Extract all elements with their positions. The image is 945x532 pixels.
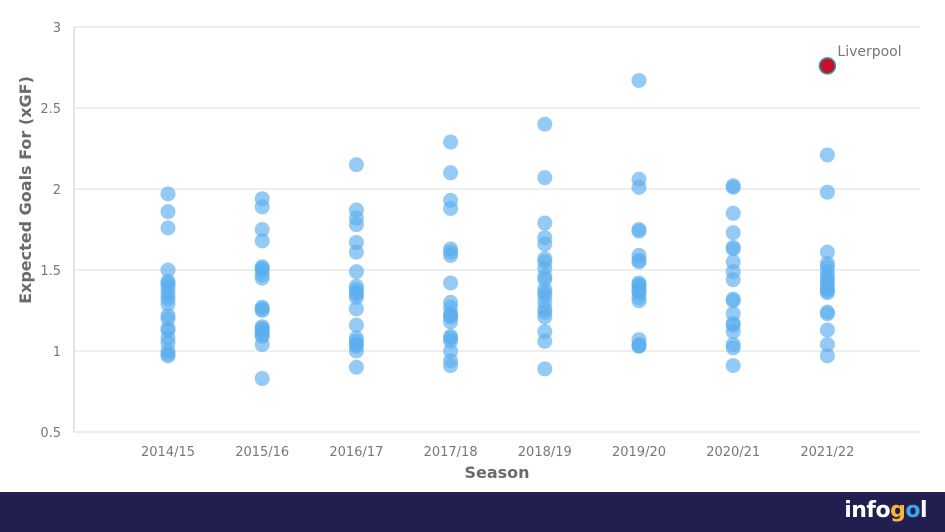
data-point	[348, 317, 364, 333]
data-point	[819, 244, 835, 260]
data-point	[443, 247, 459, 263]
x-tick-label: 2018/19	[518, 445, 572, 460]
data-point	[254, 233, 270, 249]
data-point	[254, 270, 270, 286]
data-point	[160, 262, 176, 278]
gridlines	[73, 26, 920, 433]
infogol-logo: infogol	[844, 498, 927, 523]
data-point	[725, 293, 741, 309]
data-point	[443, 275, 459, 291]
data-point	[254, 199, 270, 215]
y-tick-label: 2	[53, 183, 61, 198]
data-point	[725, 272, 741, 288]
data-point	[819, 348, 835, 364]
data-point	[819, 306, 835, 322]
data-point	[254, 222, 270, 237]
x-tick-label: 2014/15	[141, 445, 195, 460]
y-tick-label: 1.5	[40, 264, 61, 279]
y-tick-labels: 0.5 1 1.5 2 2.5 3	[40, 21, 61, 441]
data-point	[254, 303, 270, 318]
data-point	[348, 359, 364, 375]
scatter-chart: 0.5 1 1.5 2 2.5 3 2014/15 2015/16 2016/17 2017/1…	[16, 21, 920, 482]
data-point	[254, 337, 270, 353]
data-point	[160, 186, 176, 202]
y-axis-label: Expected Goals For (xGF)	[16, 76, 35, 304]
data-point	[537, 116, 553, 132]
data-point	[819, 322, 835, 338]
y-tick-label: 0.5	[40, 426, 61, 441]
data-point	[443, 165, 459, 181]
data-point	[725, 205, 741, 221]
data-points: Liverpool	[160, 44, 902, 387]
y-tick-label: 1	[53, 345, 61, 360]
x-tick-label: 2020/21	[706, 445, 760, 460]
data-point	[443, 134, 459, 150]
data-point	[348, 343, 364, 359]
x-tick-label: 2015/16	[235, 445, 289, 460]
x-tick-label: 2019/20	[612, 445, 666, 460]
data-point	[725, 179, 741, 195]
data-point	[443, 358, 459, 374]
data-point	[537, 215, 553, 231]
data-point	[348, 290, 364, 306]
data-point	[631, 72, 647, 88]
data-point	[348, 244, 364, 260]
x-tick-label: 2016/17	[329, 445, 383, 460]
data-point	[443, 200, 459, 216]
data-point	[348, 157, 364, 173]
data-point	[254, 371, 270, 387]
data-point	[631, 338, 647, 354]
highlight-label: Liverpool	[837, 44, 901, 60]
data-point	[348, 301, 364, 317]
y-tick-label: 2.5	[40, 102, 61, 117]
x-axis-label: Season	[464, 463, 529, 482]
x-tick-labels: 2014/15 2015/16 2016/17 2017/18 2018/19 2019/…	[141, 445, 854, 460]
data-point	[819, 147, 835, 163]
data-point	[537, 361, 553, 377]
footer-bar: infogol	[0, 492, 945, 532]
data-point	[160, 348, 176, 364]
y-tick-label: 3	[53, 21, 61, 36]
data-point	[819, 337, 835, 353]
data-point	[537, 236, 553, 252]
data-point	[443, 314, 459, 330]
data-point	[819, 184, 835, 200]
data-point	[348, 264, 364, 280]
data-point	[537, 309, 553, 325]
data-point	[537, 170, 553, 186]
data-point	[725, 225, 741, 241]
data-point	[725, 324, 741, 340]
data-point	[160, 220, 176, 236]
data-point	[631, 293, 647, 309]
data-point	[160, 204, 176, 220]
x-tick-label: 2017/18	[424, 445, 478, 460]
data-point	[160, 296, 176, 312]
data-point	[819, 285, 835, 301]
data-point	[631, 254, 647, 270]
data-point	[725, 241, 741, 257]
data-point	[725, 340, 741, 356]
x-tick-label: 2021/22	[800, 445, 854, 460]
data-point	[631, 179, 647, 195]
data-point	[631, 223, 647, 239]
data-point	[348, 217, 364, 233]
data-point	[537, 333, 553, 349]
highlight-point-liverpool	[818, 57, 837, 75]
data-point	[725, 358, 741, 374]
